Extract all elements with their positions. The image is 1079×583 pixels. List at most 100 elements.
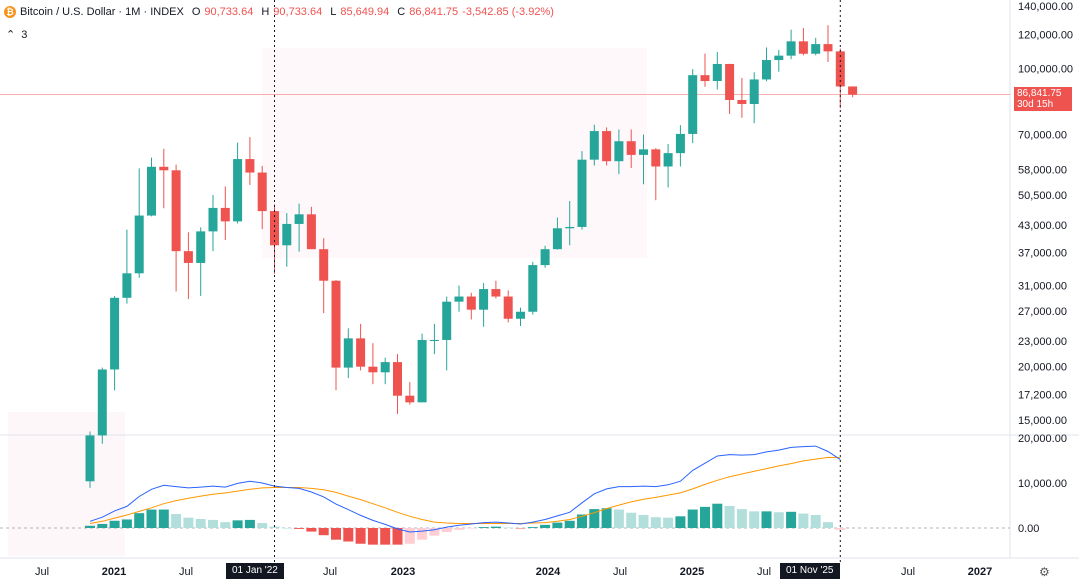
indicators-toggle[interactable]: ⌃ 3 [6,28,27,42]
candle-body [774,55,784,61]
histogram-bar [761,511,772,528]
candle [429,323,439,355]
time-tick-label: 2025 [680,566,704,578]
close-label: C [397,6,406,18]
candle-body [626,141,636,155]
histogram-bar [404,528,415,544]
time-tick-label: 2023 [391,566,415,578]
histogram-bar [515,528,526,529]
candle-body [417,339,427,403]
candle [380,357,390,385]
candle [208,194,218,252]
candle [552,217,562,250]
time-tick-label: Jul [613,566,627,578]
histogram-bar [146,509,157,528]
candle [675,125,685,167]
range-highlight [262,48,647,258]
candle [331,280,341,391]
candle [257,165,267,230]
candle-body [183,251,193,263]
histogram-bar [626,512,637,528]
histogram-bar [589,509,600,528]
candle-body [380,362,390,373]
bar-countdown: 30d 15h [1017,99,1054,110]
candle-body [393,362,402,396]
candle [294,203,304,252]
candle-body [122,273,132,298]
crosshair-date-right: 01 Nov '25 [780,563,840,579]
indicator-tick-label: 10,000.00 [1018,478,1067,490]
histogram-bar [540,524,551,528]
candle [639,134,648,185]
candle-body [134,215,144,274]
candle [343,328,353,379]
time-tick-label: 2021 [102,566,126,578]
candle [233,142,243,224]
time-tick-label: Jul [901,566,915,578]
candle-body [540,249,550,266]
histogram-bar [687,509,698,528]
candle-body [811,44,821,54]
candle-body [429,339,439,341]
candle-body [491,289,501,297]
histogram-bar [121,519,132,528]
histogram-bar [823,522,833,528]
candle-body [651,149,661,167]
candle-body [405,395,415,403]
histogram-bar [269,526,280,528]
candle-body [835,51,845,87]
histogram-bar [736,509,747,528]
candle-body [848,86,858,95]
candle [368,343,378,385]
candle [540,245,550,268]
candle [306,206,316,250]
histogram-bar [367,528,378,545]
histogram-bar [638,514,649,528]
histogram-bar [650,517,661,528]
time-tick-label: Jul [757,566,771,578]
candle [417,333,427,403]
price-tick-label: 37,000.00 [1018,248,1067,260]
candle-body [343,338,353,368]
candle [774,49,784,72]
histogram-bar [208,519,218,528]
candle [319,238,329,314]
candle-body [331,280,341,368]
candle [565,200,575,246]
candle [503,290,513,323]
time-tick-label: 2027 [968,566,992,578]
settings-gear-icon[interactable]: ⚙ [1039,565,1050,579]
histogram-bar [171,514,182,528]
time-tick-label: Jul [179,566,193,578]
candle-body [737,100,747,105]
candle [479,283,489,327]
candle [651,148,661,201]
candle [466,292,476,320]
candle-body [565,226,575,229]
candle [282,213,292,267]
candle-body [196,231,206,263]
candle-body [442,301,452,340]
symbol-title[interactable]: Bitcoin / U.S. Dollar · 1M · INDEX [20,6,184,18]
histogram-bar [466,528,477,529]
candle-body [270,211,279,246]
candle-body [762,60,771,80]
time-tick-label: Jul [323,566,337,578]
change-value: -3,542.85 (-3.92%) [462,6,554,18]
candle [749,72,759,124]
histogram-bar [601,508,612,528]
histogram-bar [552,522,563,528]
histogram-bar [835,528,846,530]
histogram-bar [724,505,735,528]
candle-body [306,214,316,250]
candle-body [798,41,808,54]
histogram-bar [380,528,391,545]
candle-body [589,131,599,160]
candle [516,307,525,327]
histogram-bar [478,527,489,528]
histogram-bar [429,528,440,536]
histogram-bar [454,528,464,530]
histogram-bar [786,511,797,528]
candle [220,186,230,241]
